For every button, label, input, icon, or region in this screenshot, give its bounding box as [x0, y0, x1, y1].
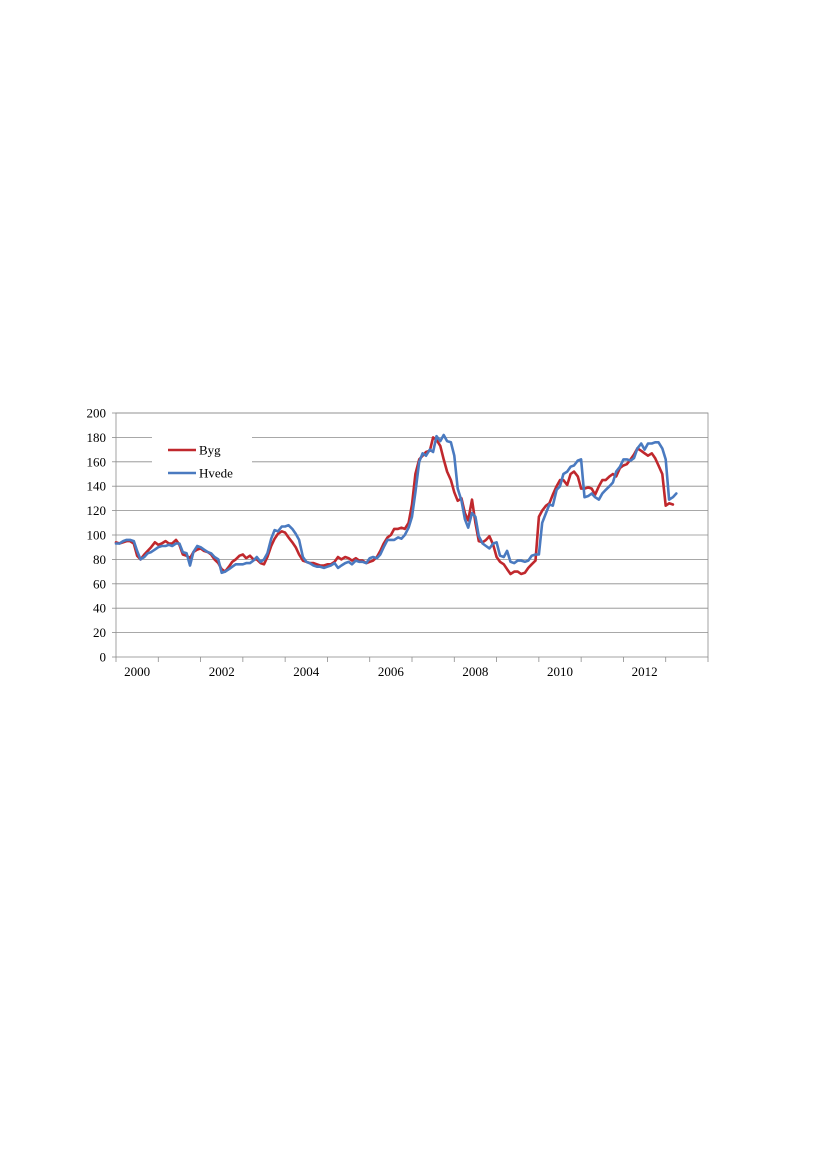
x-tick-label: 2004 [293, 664, 320, 679]
y-tick-label: 160 [87, 454, 107, 469]
y-tick-label: 200 [87, 406, 107, 421]
legend-box [152, 436, 252, 484]
y-axis-tick-labels: 0 20 40 60 80 100 120 140 160 180 200 [87, 406, 107, 665]
x-tick-label: 2012 [632, 664, 658, 679]
x-tick-label: 2002 [209, 664, 235, 679]
legend-label-hvede: Hvede [199, 466, 233, 481]
y-tick-label: 180 [87, 430, 107, 445]
y-tick-label: 60 [93, 576, 106, 591]
y-tick-label: 100 [87, 528, 107, 543]
legend: Byg Hvede [152, 436, 252, 484]
y-tick-label: 120 [87, 503, 107, 518]
x-axis-tick-labels: 2000 2002 2004 2006 2008 2010 2012 [124, 664, 657, 679]
series-line-hvede [114, 433, 678, 575]
x-tick-label: 2006 [378, 664, 405, 679]
series-lines [114, 433, 678, 576]
legend-label-byg: Byg [199, 443, 221, 458]
x-tick-label: 2010 [547, 664, 573, 679]
axes [112, 412, 709, 662]
y-tick-label: 40 [93, 601, 106, 616]
x-tick-label: 2008 [462, 664, 488, 679]
x-tick-label: 2000 [124, 664, 150, 679]
y-tick-label: 80 [93, 552, 106, 567]
y-tick-label: 0 [100, 650, 107, 665]
y-tick-label: 20 [93, 625, 106, 640]
y-tick-label: 140 [87, 479, 107, 494]
